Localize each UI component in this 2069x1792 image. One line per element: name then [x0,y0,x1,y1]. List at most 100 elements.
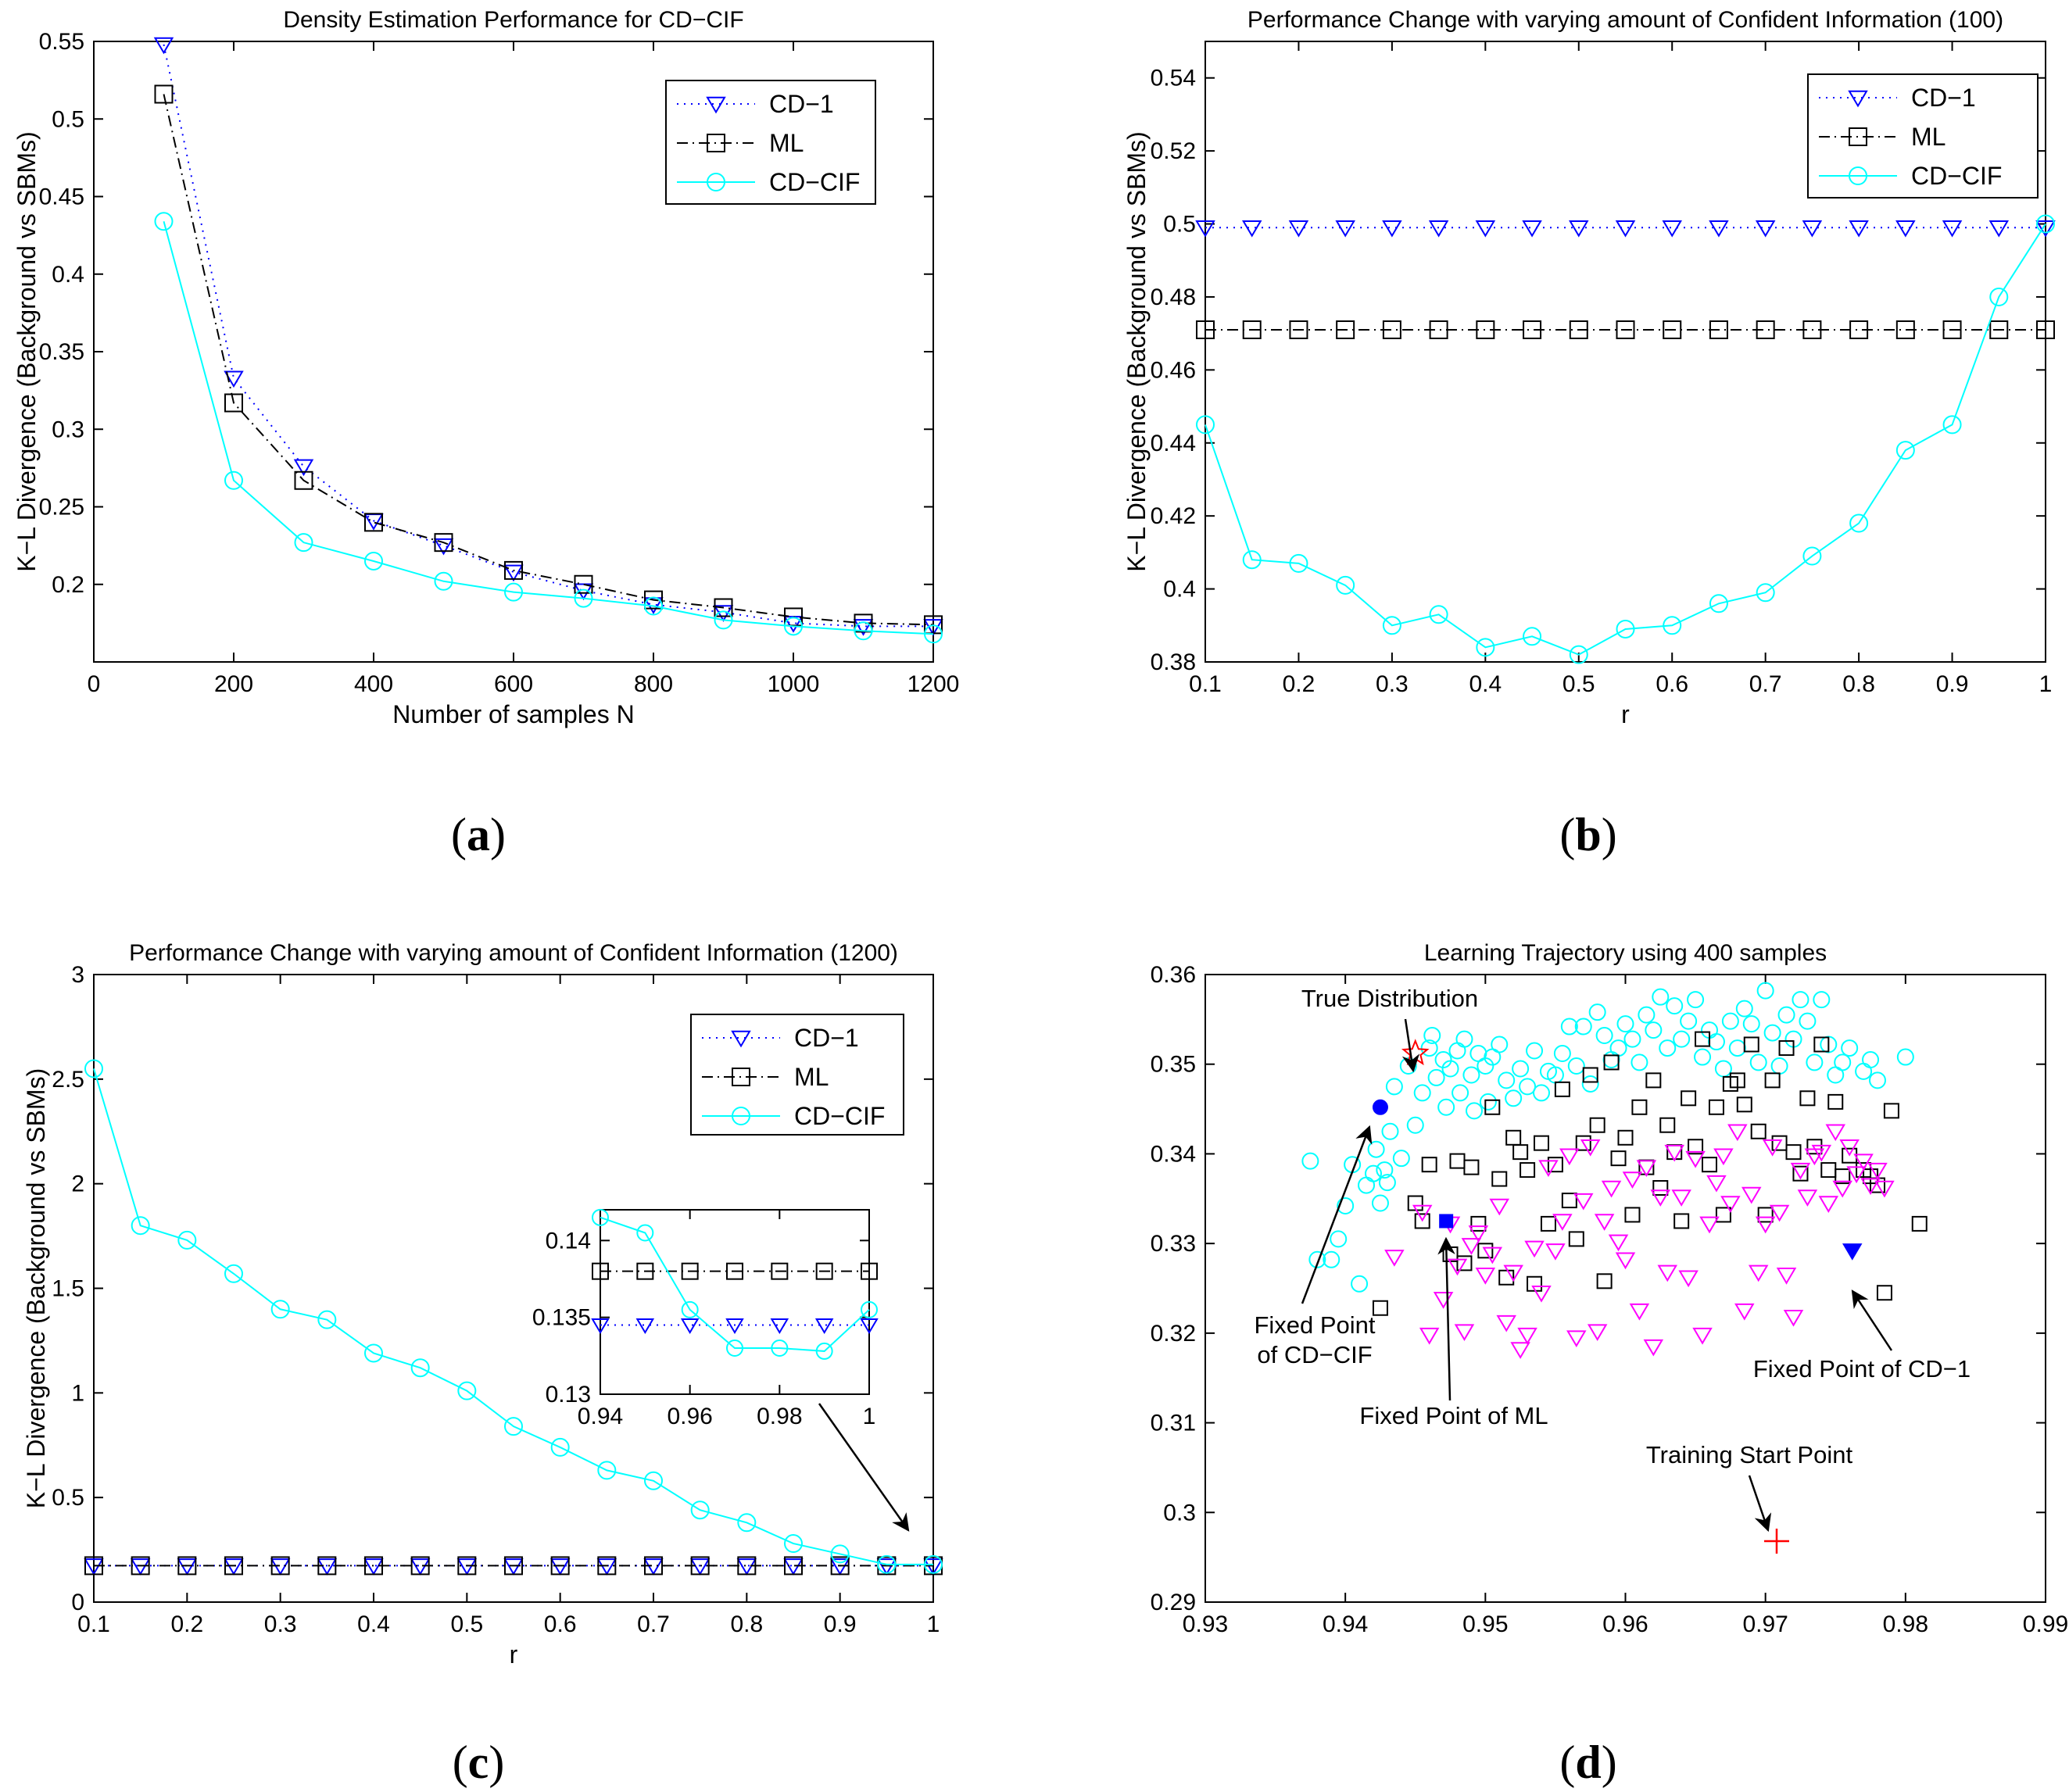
legend-label-cd1: CD−1 [1911,84,1976,112]
scatter-point-cd1 [1853,1154,1874,1171]
scatter-point-ml [1799,1090,1816,1107]
data-point-cd1 [224,370,244,388]
scatter-point-ml [1785,1144,1802,1161]
chart-panel-b: Performance Change with varying amount o… [1122,7,2056,728]
scatter-point-cd1 [1692,1327,1713,1345]
scatter-point-cdcif [1491,1035,1509,1053]
x-tick-label: 0.2 [1283,671,1315,697]
x-tick-label: 0.98 [757,1404,802,1429]
data-point-ml [714,598,733,617]
scatter-point-cdcif [1869,1071,1886,1089]
data-point-cdcif [1196,415,1215,435]
data-point-cdcif [410,1358,430,1378]
data-point-ml [131,1556,150,1576]
x-tick-label: 0.5 [450,1611,483,1637]
scatter-point-cd1 [1874,1180,1895,1198]
scatter-point-cdcif [1813,991,1831,1009]
data-point-cdcif [1336,575,1355,595]
y-tick-label: 0.33 [1151,1231,1196,1257]
training-start-point [1764,1528,1789,1554]
data-point-cdcif [294,533,313,553]
scatter-point-cdcif [1763,1024,1781,1042]
series-line-cdcif [600,1216,870,1352]
scatter-point-ml [1806,1139,1823,1155]
data-point-cd1 [503,1558,524,1576]
inset-chart: 0.94 0.96 0.98 1 0.13 0.135 0.14 [532,1208,879,1429]
scatter-point-cdcif [1896,1048,1914,1066]
scatter-point-cdcif [1638,1006,1656,1024]
y-tick-label: 0.36 [1151,962,1196,988]
data-point-cd1 [1709,220,1729,238]
scatter-point-ml [1695,1031,1711,1047]
scatter-point-ml [1575,1135,1591,1151]
legend-marker-cd1 [1848,90,1868,108]
scatter-point-cdcif [1623,1030,1641,1048]
y-tick-label: 0.3 [52,417,84,442]
scatter-point-cd1 [1699,1216,1720,1234]
scatter-point-cd1 [1706,1175,1727,1193]
data-point-ml [597,1556,617,1576]
scatter-point-ml [1603,1054,1620,1071]
data-point-ml [861,1262,878,1280]
x-tick-label: 0.1 [77,1611,110,1637]
data-point-cdcif [1756,583,1775,603]
legend-marker-cdcif [732,1107,750,1125]
data-point-ml [177,1556,197,1576]
data-point-cd1 [433,538,454,556]
scatter-point-cdcif [1437,1098,1455,1116]
y-tick-label: 0.38 [1151,649,1196,675]
data-point-cd1 [549,1558,571,1576]
scatter-point-cdcif [1392,1150,1410,1168]
scatter-point-ml [1540,1215,1556,1232]
scatter-point-cd1 [1734,1303,1755,1321]
legend-marker-cdcif [1849,166,1867,185]
data-point-cd1 [596,1558,617,1576]
scatter-point-cdcif [1367,1140,1385,1158]
data-point-ml [644,1556,663,1576]
data-point-cdcif [574,588,593,608]
scatter-point-cd1 [1678,1270,1699,1288]
data-point-cdcif [877,1554,897,1574]
scatter-point-ml [1449,1153,1466,1169]
data-point-cdcif [830,1544,850,1564]
y-tick-label: 0.135 [532,1305,591,1331]
data-point-cd1 [1288,220,1309,238]
data-point-cdcif [270,1300,290,1319]
scatter-point-cd1 [1524,1240,1545,1258]
x-tick-label: 0.95 [1462,1611,1508,1637]
data-point-cd1 [591,1318,610,1334]
scatter-point-cdcif [1602,1050,1620,1068]
data-point-ml [1382,320,1401,339]
x-tick-label: 800 [634,671,673,697]
data-point-cdcif [131,1216,150,1236]
scatter-point-cdcif [1385,1078,1403,1096]
data-point-cd1 [1755,220,1776,238]
scatter-point-ml [1835,1168,1851,1185]
scatter-point-cdcif [1533,1084,1550,1102]
scatter-point-cd1 [1657,1264,1677,1282]
scatter-point-ml [1715,1207,1731,1223]
legend-label-ml: ML [769,129,804,157]
x-tick-label: 1 [2039,671,2053,697]
x-tick-label: 0.8 [1842,671,1875,697]
x-tick-label: 1200 [907,671,960,697]
caption-d: (d) [1559,1737,1616,1788]
scatter-point-cdcif [1378,1174,1396,1192]
scatter-point-cdcif [1567,1057,1585,1075]
y-tick-label: 0.4 [52,262,84,288]
scatter-point-ml [1534,1135,1549,1151]
data-point-cdcif [1616,619,1635,638]
scatter-point-cdcif [1413,1084,1431,1102]
data-point-cdcif [681,1300,699,1318]
series-line-cdcif [93,1068,933,1565]
y-tick-label: 1 [71,1380,84,1406]
x-tick-label: 0.1 [1189,671,1222,697]
legend-label-cdcif: CD−CIF [769,168,860,196]
scatter-point-ml [1589,1117,1605,1133]
data-point-cd1 [1241,220,1262,238]
inset-arrow [818,1403,910,1532]
data-point-ml [1802,320,1822,339]
data-point-ml [1709,320,1728,339]
scatter-point-cd1 [1664,1144,1684,1162]
